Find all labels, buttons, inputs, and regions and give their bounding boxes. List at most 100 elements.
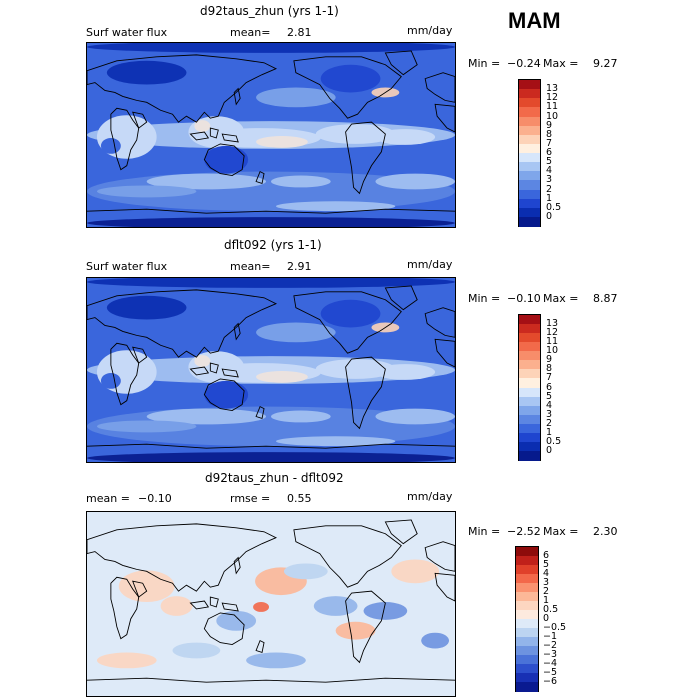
colorbar-tick-label: −4 — [543, 658, 558, 669]
colorbar-tick-label: 11 — [546, 101, 559, 113]
panel3-min-value: −2.52 — [507, 525, 541, 538]
colorbar-swatch — [519, 125, 540, 136]
colorbar-swatch — [519, 198, 540, 209]
panel3-units: mm/day — [407, 490, 453, 503]
panel1-variable-label: Surf water flux — [86, 26, 168, 39]
panel1-units: mm/day — [407, 24, 453, 37]
colorbar-swatch — [519, 405, 540, 416]
panel1-min-label: Min = — [468, 57, 501, 70]
colorbar-swatch — [519, 342, 540, 352]
panel1-precip-map — [86, 42, 456, 228]
colorbar-swatch — [516, 655, 538, 665]
colorbar-tick-label: 10 — [546, 110, 559, 122]
colorbar-swatch — [519, 387, 540, 398]
colorbar-tick-label: 4 — [546, 165, 553, 177]
panel2-title: dflt092 (yrs 1-1) — [224, 238, 322, 252]
colorbar-tick-label: 3 — [546, 408, 553, 420]
panel2-colorbar: 13 12 11 10 9 8 7 6 5 4 3 2 1 0.5 0 — [518, 314, 561, 461]
panel3-rmse-value: 0.55 — [287, 492, 312, 505]
colorbar-swatch — [519, 441, 540, 452]
colorbar-swatch — [519, 98, 540, 108]
colorbar-tick-label: 0 — [543, 613, 550, 624]
colorbar-swatch — [519, 171, 540, 181]
colorbar-swatch — [519, 414, 540, 425]
panel3-colorbar: 6 5 4 3 2 1 0.5 0 −0.5 −1 −2 −3 −4 −5 −6 — [515, 546, 566, 692]
panel2-mean-value: 2.91 — [287, 260, 312, 273]
colorbar-tick-label: 3 — [546, 174, 553, 186]
colorbar-tick-label: 2 — [543, 586, 550, 597]
colorbar-tick-label: 1 — [546, 426, 553, 438]
colorbar-tick-label: 4 — [546, 399, 553, 411]
colorbar-tick-label: 12 — [546, 327, 559, 339]
panel2-max-value: 8.87 — [593, 292, 618, 305]
colorbar-swatch — [516, 637, 538, 647]
colorbar-swatch — [519, 134, 540, 145]
colorbar-swatch — [516, 664, 538, 674]
colorbar-swatch — [519, 315, 540, 325]
colorbar-tick-label: 2 — [546, 183, 553, 195]
colorbar-tick-label: 4 — [543, 568, 550, 579]
colorbar-swatch — [519, 324, 540, 334]
colorbar-swatch — [516, 682, 538, 692]
colorbar-tick-label: −2 — [543, 640, 558, 651]
colorbar-swatch — [516, 556, 538, 566]
colorbar-tick-label: 1 — [543, 595, 550, 606]
colorbar-swatch — [519, 107, 540, 118]
colorbar-swatch — [519, 180, 540, 191]
panel2-min-value: −0.10 — [507, 292, 541, 305]
colorbar-swatch — [519, 116, 540, 127]
colorbar-tick-label: 0.5 — [546, 201, 562, 213]
colorbar-swatch — [516, 547, 538, 557]
colorbar-tick-label: −0.5 — [543, 622, 567, 633]
colorbar-swatch — [516, 646, 538, 656]
colorbar-tick-label: 9 — [546, 119, 553, 131]
panel3-rmse-label: rmse = — [230, 492, 271, 505]
panel3-max-value: 2.30 — [593, 525, 618, 538]
colorbar-tick-label: 6 — [543, 550, 550, 561]
colorbar-tick-label: −3 — [543, 649, 558, 660]
colorbar-tick-label: 3 — [543, 577, 550, 588]
colorbar-swatch — [519, 333, 540, 343]
colorbar-swatch — [519, 143, 540, 154]
panel2-min-label: Min = — [468, 292, 501, 305]
panel2-max-label: Max = — [543, 292, 579, 305]
colorbar-tick-label: 7 — [546, 137, 553, 149]
colorbar-tick-label: −5 — [543, 667, 558, 678]
colorbar-tick-label: 5 — [546, 156, 553, 168]
colorbar-swatch — [519, 351, 540, 361]
colorbar-tick-label: 0 — [546, 210, 553, 222]
colorbar-swatch — [519, 162, 540, 172]
colorbar-swatch — [519, 216, 540, 227]
colorbar-swatch — [519, 189, 540, 200]
colorbar-swatch — [516, 673, 538, 683]
panel1-max-value: 9.27 — [593, 57, 618, 70]
panel1-mean-value: 2.81 — [287, 26, 312, 39]
colorbar-tick-label: 5 — [546, 390, 553, 402]
colorbar-swatch — [519, 396, 540, 407]
colorbar-tick-label: −6 — [543, 676, 558, 687]
colorbar-swatch — [516, 628, 538, 638]
colorbar-swatch — [519, 80, 540, 90]
colorbar-tick-label: 13 — [546, 83, 559, 95]
panel3-max-label: Max = — [543, 525, 579, 538]
panel1-min-value: −0.24 — [507, 57, 541, 70]
colorbar-tick-label: 12 — [546, 92, 559, 104]
colorbar-swatch — [519, 423, 540, 434]
colorbar-tick-label: 0.5 — [546, 435, 562, 447]
colorbar-swatch — [516, 619, 538, 629]
colorbar-tick-label: 6 — [546, 147, 553, 158]
colorbar-tick-label: 9 — [546, 354, 553, 366]
colorbar-tick-label: 6 — [546, 381, 553, 393]
colorbar-swatch — [519, 369, 540, 380]
colorbar-tick-label: 7 — [546, 372, 553, 384]
panel3-min-label: Min = — [468, 525, 501, 538]
panel3-mean-value: −0.10 — [138, 492, 172, 505]
panel1-title: d92taus_zhun (yrs 1-1) — [200, 4, 339, 18]
colorbar-swatch — [516, 601, 538, 611]
colorbar-swatch — [516, 583, 538, 593]
panel1-mean-label: mean= — [230, 26, 271, 39]
panel1-max-label: Max = — [543, 57, 579, 70]
colorbar-swatch — [519, 432, 540, 443]
colorbar-tick-label: 8 — [546, 363, 553, 375]
colorbar-tick-label: 13 — [546, 318, 559, 330]
